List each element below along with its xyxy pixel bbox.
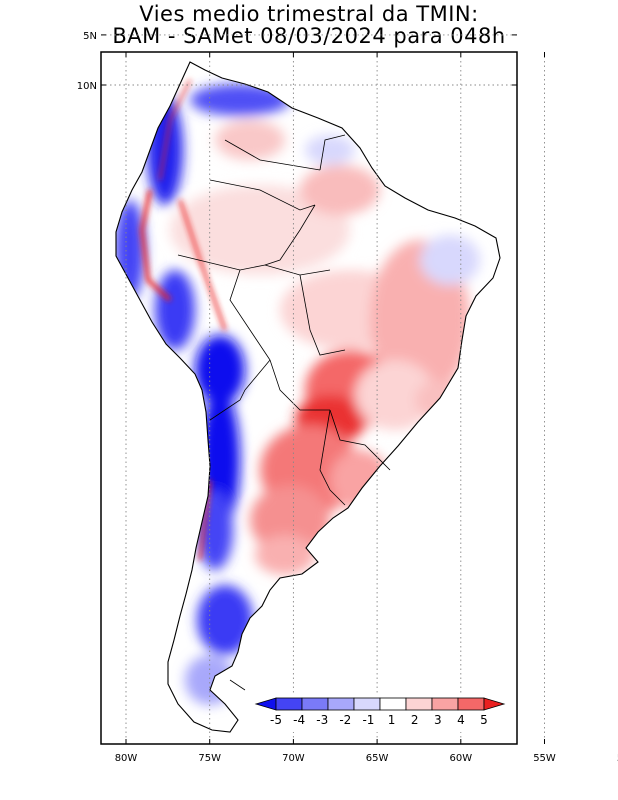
colorbar-swatch [301,697,329,711]
bias-field [116,79,480,705]
colorbar-label: -4 [293,713,305,727]
lon-tick-label: 60W [449,753,472,764]
lon-tick-label: 55W [533,753,556,764]
colorbar-swatch [457,697,485,711]
axis-tick-labels: 10N5NEQ5S10S15S20S25S30S35S40S45S50S55S8… [77,31,618,764]
colorbar-label: 1 [388,713,396,727]
colorbar-swatch [275,697,303,711]
colorbar-swatch [379,697,407,711]
lon-tick-label: 65W [366,753,389,764]
colorbar-label: 2 [411,713,419,727]
colorbar-right-arrow [483,697,506,711]
map-title-line-1: Vies medio trimestral da TMIN: [139,2,479,26]
colorbar-label: -1 [362,713,374,727]
colorbar-label: 3 [434,713,442,727]
colorbar-swatch [327,697,355,711]
colorbar: -5 -4 -3 -2 -1 1 2 3 4 5 [252,694,508,732]
colorbar-label: -5 [270,713,282,727]
lon-tick-label: 75W [198,753,221,764]
lat-tick-label: 10N [77,81,97,92]
colorbar-label: -2 [339,713,351,727]
colorbar-label: 5 [480,713,488,727]
colorbar-swatch [431,697,459,711]
lon-tick-label: 50W [617,753,618,764]
lon-tick-label: 70W [282,753,305,764]
colorbar-swatch [353,697,381,711]
lat-tick-label: 5N [83,31,97,42]
lon-tick-label: 80W [115,753,138,764]
colorbar-label: -3 [316,713,328,727]
map-title-line-2: BAM - SAMet 08/03/2024 para 048h [112,24,506,48]
graticule [101,34,545,744]
colorbar-swatch [405,697,433,711]
colorbar-label: 4 [457,713,465,727]
